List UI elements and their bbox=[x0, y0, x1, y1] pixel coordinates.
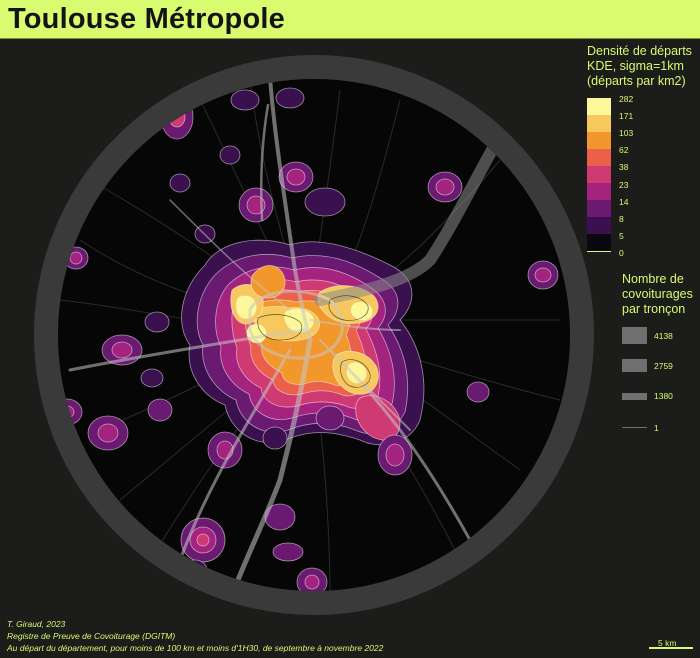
density-spot-10 bbox=[304, 187, 346, 217]
density-legend-title-line-3: (départs par km2) bbox=[587, 74, 686, 88]
flow-legend-symbol-4 bbox=[622, 427, 647, 428]
density-spot-15 bbox=[435, 178, 455, 196]
map-title: Toulouse Métropole bbox=[8, 3, 285, 35]
flow-legend-title-line-1: Nombre de bbox=[622, 272, 684, 286]
density-spot-26 bbox=[147, 398, 173, 422]
density-contour-16 bbox=[355, 395, 401, 441]
flow-legend-title-line-2: covoiturages bbox=[622, 287, 693, 301]
density-spot-3 bbox=[230, 89, 260, 111]
density-map bbox=[34, 55, 594, 615]
density-spot-5 bbox=[169, 173, 191, 193]
credits-author: T. Giraud, 2023 bbox=[7, 619, 66, 629]
density-spot-33 bbox=[466, 381, 490, 403]
credits: T. Giraud, 2023 Registre de Preuve de Co… bbox=[7, 618, 383, 654]
legend-break-2: 171 bbox=[619, 111, 634, 121]
map-frame-ring bbox=[34, 55, 594, 615]
legend-swatch-8 bbox=[587, 217, 611, 234]
density-spot-42 bbox=[219, 145, 241, 165]
legend-break-3: 103 bbox=[619, 128, 634, 138]
density-spot-37 bbox=[196, 533, 210, 547]
legend-break-4: 62 bbox=[619, 145, 629, 155]
flow-east bbox=[314, 144, 498, 306]
flow-legend-value-4: 1 bbox=[654, 423, 659, 433]
legend-swatch-3 bbox=[587, 132, 611, 149]
density-spot-30 bbox=[315, 405, 345, 431]
flow-west bbox=[68, 328, 307, 372]
legend-break-10: 0 bbox=[619, 248, 624, 258]
density-spot-4 bbox=[275, 87, 305, 109]
flow-legend-title-line-3: par tronçon bbox=[622, 302, 686, 316]
scale-label: 5 km bbox=[658, 638, 677, 648]
legend-break-5: 38 bbox=[619, 162, 629, 172]
flow-north-2 bbox=[260, 103, 270, 222]
credits-source: Registre de Preuve de Covoiturage (DGITM… bbox=[7, 631, 176, 641]
density-legend-title: Densité de départs KDE, sigma=1km (dépar… bbox=[587, 44, 692, 89]
legend-swatch-5 bbox=[587, 166, 611, 183]
flow-legend-symbol-3 bbox=[622, 393, 647, 400]
density-spot-38 bbox=[272, 542, 304, 562]
density-legend-title-line-1: Densité de départs bbox=[587, 44, 692, 58]
legend-break-8: 8 bbox=[619, 214, 624, 224]
flow-legend-title: Nombre de covoiturages par tronçon bbox=[622, 272, 693, 317]
legend-swatch-4 bbox=[587, 149, 611, 166]
credits-note: Au départ du département, pour moins de … bbox=[7, 643, 384, 653]
scale-bar bbox=[649, 647, 693, 649]
density-spot-40 bbox=[304, 574, 320, 590]
flow-north bbox=[268, 79, 312, 342]
density-spot-19 bbox=[111, 341, 133, 359]
legend-break-9: 5 bbox=[619, 231, 624, 241]
density-spot-20 bbox=[144, 311, 170, 333]
legend-swatch-1 bbox=[587, 98, 611, 115]
density-spot-21 bbox=[140, 368, 164, 388]
title-bar: Toulouse Métropole bbox=[0, 0, 700, 38]
flow-ring bbox=[248, 289, 344, 360]
flow-northwest bbox=[169, 199, 291, 311]
density-spot-13 bbox=[69, 251, 83, 265]
core-isolines bbox=[257, 295, 371, 388]
carpool-flows bbox=[68, 79, 498, 591]
legend-break-1: 282 bbox=[619, 94, 634, 104]
density-spot-25 bbox=[97, 423, 119, 443]
flow-center-east bbox=[309, 319, 401, 331]
legend-break-6: 23 bbox=[619, 180, 629, 190]
density-spot-17 bbox=[534, 267, 552, 283]
legend-break-7: 14 bbox=[619, 197, 629, 207]
density-spot-7 bbox=[286, 168, 306, 186]
flow-south bbox=[227, 337, 313, 591]
legend-swatch-6 bbox=[587, 183, 611, 200]
density-spot-29 bbox=[262, 426, 288, 450]
title-divider bbox=[0, 38, 700, 39]
flow-legend-symbol-1 bbox=[622, 327, 647, 344]
legend-swatch-7 bbox=[587, 200, 611, 217]
legend-swatch-9 bbox=[587, 234, 611, 252]
flow-legend-value-2: 2759 bbox=[654, 361, 673, 371]
density-spot-32 bbox=[385, 443, 405, 467]
legend-swatch-2 bbox=[587, 115, 611, 132]
flow-legend-value-3: 1380 bbox=[654, 391, 673, 401]
flow-legend-symbol-2 bbox=[622, 359, 647, 372]
flow-legend-value-1: 4138 bbox=[654, 331, 673, 341]
density-legend-title-line-2: KDE, sigma=1km bbox=[587, 59, 684, 73]
flow-southwest bbox=[178, 348, 292, 562]
